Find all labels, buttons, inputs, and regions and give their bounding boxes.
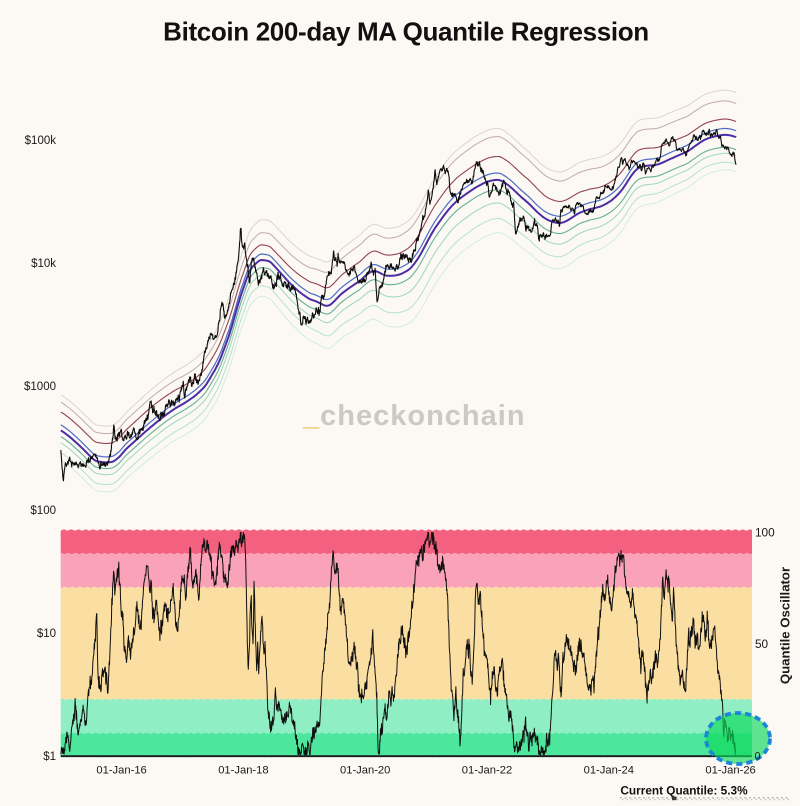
svg-text:Quantile Oscillator: Quantile Oscillator xyxy=(778,567,793,684)
svg-text:_checkonchain: _checkonchain xyxy=(302,400,526,432)
svg-text:01-Jan-20: 01-Jan-20 xyxy=(340,765,390,777)
svg-text:01-Jan-18: 01-Jan-18 xyxy=(218,765,268,777)
svg-text:01-Jan-16: 01-Jan-16 xyxy=(96,765,146,777)
svg-text:Current Quantile: 5.3%: Current Quantile: 5.3% xyxy=(620,784,748,798)
svg-text:100: 100 xyxy=(755,526,775,540)
svg-text:$100k: $100k xyxy=(25,135,57,147)
svg-text:Bitcoin 200-day MA Quantile Re: Bitcoin 200-day MA Quantile Regression xyxy=(163,17,649,47)
svg-text:$1: $1 xyxy=(43,751,56,763)
svg-text:$1000: $1000 xyxy=(24,381,56,393)
svg-text:$10: $10 xyxy=(37,628,56,640)
svg-text:$10k: $10k xyxy=(31,258,56,270)
svg-text:0: 0 xyxy=(755,751,761,763)
svg-text:01-Jan-24: 01-Jan-24 xyxy=(584,765,634,777)
svg-text:$100: $100 xyxy=(30,505,56,517)
svg-text:50: 50 xyxy=(755,637,769,651)
svg-text:01-Jan-22: 01-Jan-22 xyxy=(462,765,512,777)
svg-text:01-Jan-26: 01-Jan-26 xyxy=(705,765,755,777)
